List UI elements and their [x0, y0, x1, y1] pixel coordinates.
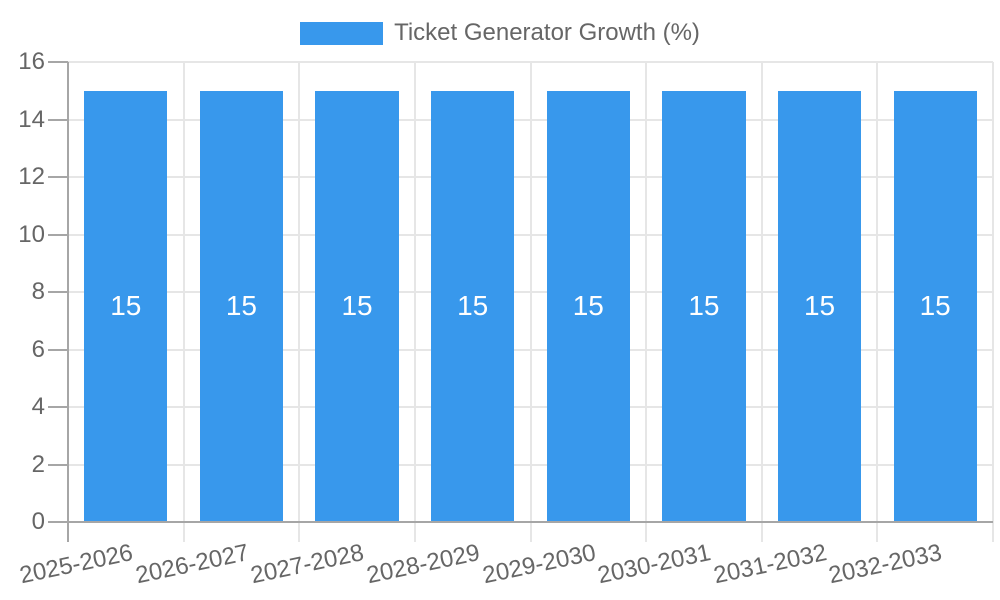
- x-tick-label: 2026-2027: [132, 539, 251, 590]
- x-tick-label: 2025-2026: [17, 539, 136, 590]
- y-tick-label: 14: [18, 105, 45, 133]
- y-tick-label: 4: [31, 393, 45, 420]
- x-axis-line: [68, 521, 993, 523]
- bar-value-label: 15: [803, 290, 836, 322]
- x-gridline: [992, 62, 994, 542]
- x-tick-label: 2030-2031: [595, 539, 714, 590]
- y-axis-line: [67, 62, 69, 542]
- x-gridline: [413, 62, 416, 542]
- chart-legend[interactable]: Ticket Generator Growth (%): [0, 19, 1000, 47]
- bar: [777, 90, 862, 522]
- y-tick-mark: [48, 463, 68, 466]
- bar: [662, 90, 746, 522]
- y-tick-mark: [48, 233, 68, 236]
- legend-label: Ticket Generator Growth (%): [394, 19, 700, 46]
- bar-value-label: 15: [688, 290, 720, 322]
- bar-value-label: 15: [457, 290, 489, 322]
- x-gridline: [182, 62, 185, 542]
- x-gridline: [876, 62, 879, 542]
- x-gridline: [760, 62, 763, 542]
- y-tick-label: 2: [31, 450, 45, 478]
- bar: [893, 90, 977, 522]
- bar: [546, 90, 630, 522]
- bar-value-label: 15: [572, 290, 604, 322]
- y-tick-label: 12: [18, 163, 45, 190]
- y-tick-mark: [48, 291, 68, 293]
- x-tick-label: 2031-2032: [711, 539, 829, 590]
- y-tick-label: 0: [31, 508, 45, 535]
- bar-value-label: 15: [919, 290, 951, 322]
- y-tick-label: 6: [31, 335, 45, 363]
- x-tick-label: 2027-2028: [248, 539, 367, 590]
- bar: [84, 90, 168, 522]
- y-tick-mark: [48, 521, 68, 523]
- bar-value-label: 15: [110, 290, 142, 322]
- y-tick-mark: [48, 406, 68, 408]
- bar: [199, 90, 284, 522]
- bar-value-label: 15: [341, 290, 373, 322]
- y-tick-label: 16: [18, 48, 45, 75]
- x-tick-label: 2029-2030: [479, 539, 598, 590]
- x-gridline: [645, 62, 648, 542]
- y-tick-mark: [48, 348, 68, 351]
- bar-value-label: 15: [225, 290, 258, 322]
- y-tick-mark: [48, 176, 68, 178]
- y-tick-label: 8: [31, 278, 45, 305]
- bar: [315, 90, 399, 522]
- x-gridline: [298, 62, 301, 542]
- x-gridline: [529, 62, 532, 542]
- bar: [431, 90, 515, 522]
- y-tick-mark: [48, 118, 68, 121]
- y-tick-label: 10: [18, 220, 45, 248]
- x-tick-label: 2032-2033: [826, 539, 945, 590]
- y-tick-mark: [48, 61, 68, 63]
- x-tick-label: 2028-2029: [364, 539, 483, 590]
- legend-swatch: [300, 21, 384, 45]
